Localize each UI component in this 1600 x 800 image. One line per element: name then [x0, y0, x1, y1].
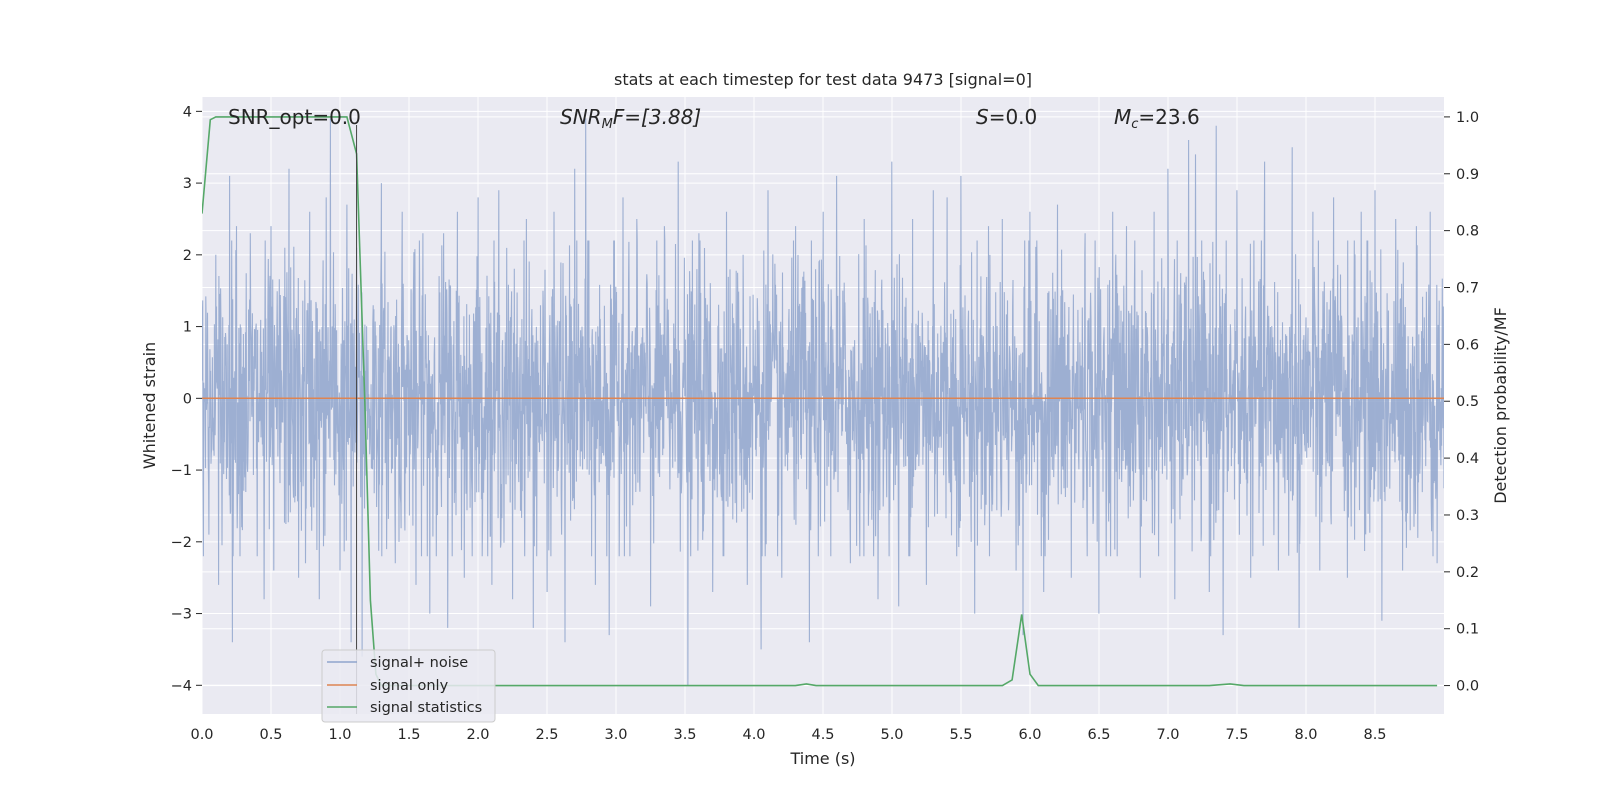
snr-mf-base: SNR	[560, 105, 602, 129]
y-tick-label: 4	[183, 104, 192, 120]
y2-tick-label: 0.5	[1456, 394, 1479, 410]
s-annotation: S=0.0	[976, 105, 1037, 129]
x-tick-label: 6.5	[1087, 727, 1110, 743]
y2-axis-label: Detection probability/MF	[1491, 307, 1510, 504]
x-tick-label: 7.0	[1156, 727, 1179, 743]
s-rest: =0.0	[989, 105, 1038, 129]
y2-tick-label: 0.9	[1456, 167, 1479, 183]
y-tick-label: −4	[171, 678, 192, 694]
x-tick-label: 2.0	[466, 727, 489, 743]
x-tick-label: 8.5	[1363, 727, 1386, 743]
legend-label-signal-noise: signal+ noise	[370, 655, 468, 671]
x-tick-label: 4.0	[742, 727, 765, 743]
y2-tick-label: 0.8	[1456, 224, 1479, 240]
x-tick-label: 6.0	[1018, 727, 1041, 743]
y-tick-label: 0	[183, 391, 192, 407]
chart-title: stats at each timestep for test data 947…	[614, 70, 1032, 89]
y-tick-label: 1	[183, 320, 192, 336]
legend-box	[321, 649, 496, 723]
x-tick-label: 1.5	[397, 727, 420, 743]
y2-tick-label: 0.6	[1456, 337, 1479, 353]
y-tick-label: 3	[183, 176, 192, 192]
s-italic: S	[976, 105, 989, 129]
series-signal-noise	[202, 118, 1444, 686]
y2-tick-label: 0.3	[1456, 508, 1479, 524]
legend: signal+ noise signal only signal statist…	[321, 649, 496, 723]
snr-mf-annotation: SNRMF=[3.88]	[560, 105, 701, 132]
y2-tick-label: 0.0	[1456, 679, 1479, 695]
x-tick-label: 3.0	[604, 727, 627, 743]
y-tick-label: 2	[183, 248, 192, 264]
y2-tick-label: 0.7	[1456, 281, 1479, 297]
y-axis-label: Whitened strain	[140, 342, 159, 469]
y2-tick-label: 1.0	[1456, 110, 1479, 126]
snr-mf-rest: F=[3.88]	[613, 105, 701, 129]
mc-rest: =23.6	[1138, 105, 1199, 129]
y2-tick-label: 0.4	[1456, 451, 1479, 467]
x-tick-label: 5.5	[949, 727, 972, 743]
x-tick-label: 2.5	[535, 727, 558, 743]
mc-annotation: Mc=23.6	[1114, 105, 1200, 132]
y2-tick-label: 0.2	[1456, 565, 1479, 581]
ticks: 0.0 0.5 1.0 1.5 2.0 2.5 3.0 3.5 4.0 4.5 5.0 5.5 6.0 6…	[171, 104, 1479, 743]
mc-italic: M	[1114, 105, 1131, 129]
x-tick-label: 1.0	[328, 727, 351, 743]
series-layer	[202, 116, 1444, 687]
x-tick-label: 3.5	[673, 727, 696, 743]
y-tick-label: −2	[171, 535, 192, 551]
x-tick-label: 4.5	[811, 727, 834, 743]
x-axis-label: Time (s)	[789, 749, 855, 768]
x-tick-label: 5.0	[880, 727, 903, 743]
legend-label-signal-only: signal only	[370, 678, 449, 694]
y2-tick-label: 0.1	[1456, 622, 1479, 638]
series-signal-statistics	[202, 116, 1438, 687]
y-tick-label: −3	[171, 607, 192, 623]
snr-mf-sub: M	[602, 117, 613, 132]
x-tick-label: 7.5	[1225, 727, 1248, 743]
legend-label-signal-statistics: signal statistics	[370, 700, 482, 716]
x-tick-label: 0.5	[259, 727, 282, 743]
x-tick-label: 8.0	[1294, 727, 1317, 743]
y-tick-label: −1	[171, 463, 192, 479]
x-tick-label: 0.0	[190, 727, 213, 743]
snr-opt-annotation: SNR_opt=0.0	[228, 105, 361, 129]
mc-sub: c	[1131, 117, 1138, 132]
